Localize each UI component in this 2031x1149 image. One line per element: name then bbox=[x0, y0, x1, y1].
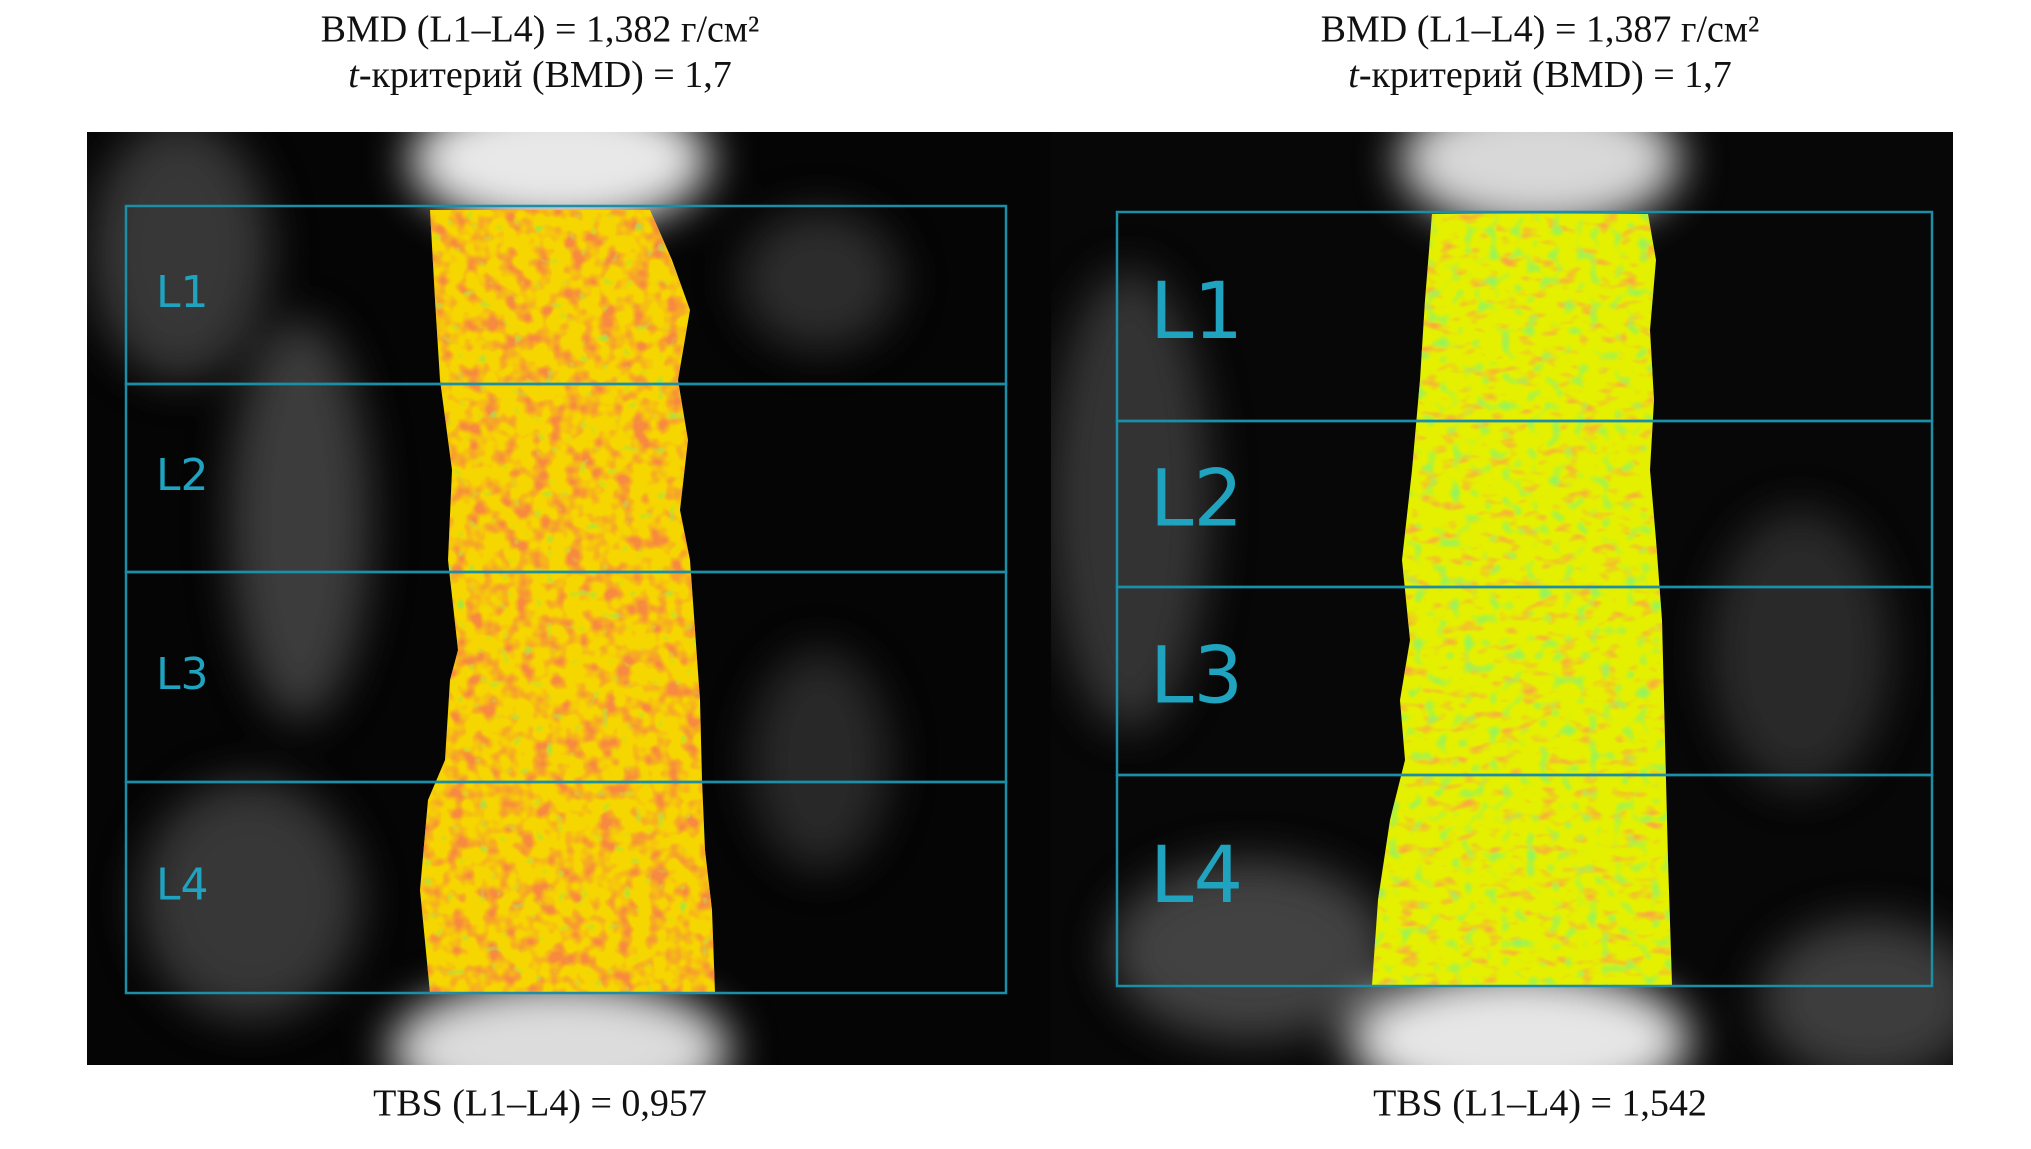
header-line: BMD (L1–L4) = 1,382 г/см² bbox=[321, 9, 760, 51]
variable: t bbox=[348, 54, 360, 96]
region-label: L2 bbox=[156, 450, 209, 501]
region-label: L3 bbox=[1150, 631, 1243, 721]
region-label: L4 bbox=[156, 860, 209, 911]
variable: t bbox=[1348, 54, 1360, 96]
header-line: BMD (L1–L4) = 1,387 г/см² bbox=[1321, 9, 1760, 51]
footer: TBS (L1–L4) = 0,957 bbox=[373, 1083, 707, 1125]
region-box bbox=[1115, 773, 1934, 988]
region-box bbox=[124, 780, 1008, 995]
region-label: L2 bbox=[1150, 454, 1243, 544]
header-text: -критерий (BMD) = 1,7 bbox=[1359, 54, 1732, 96]
region-label: L1 bbox=[156, 267, 209, 318]
footer: TBS (L1–L4) = 1,542 bbox=[1373, 1083, 1707, 1125]
header-line: t-критерий (BMD) = 1,7 bbox=[1348, 54, 1731, 96]
header-line: t-критерий (BMD) = 1,7 bbox=[348, 54, 731, 96]
region-label: L3 bbox=[156, 649, 209, 700]
scan-image bbox=[87, 132, 1051, 1065]
scan-image bbox=[1051, 132, 1953, 1065]
region-label: L1 bbox=[1150, 267, 1243, 357]
header-text: -критерий (BMD) = 1,7 bbox=[359, 54, 732, 96]
region-label: L4 bbox=[1150, 831, 1243, 921]
